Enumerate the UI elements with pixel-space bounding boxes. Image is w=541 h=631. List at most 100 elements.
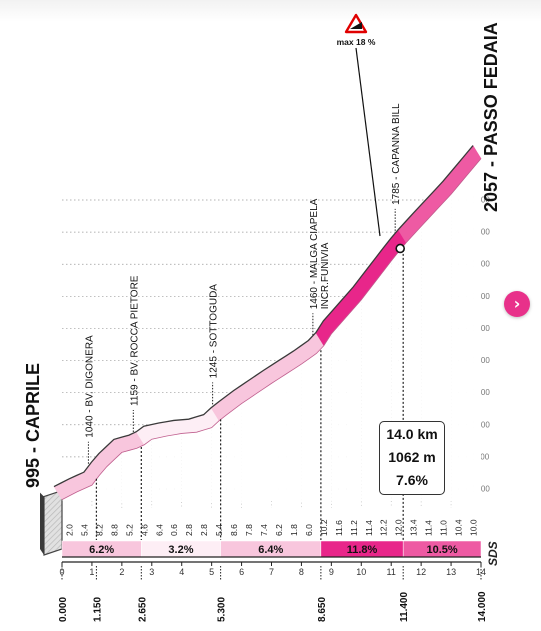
profile-face-slice: [204, 427, 212, 501]
km-tick-label: 13: [446, 567, 456, 577]
km-gradient-label: 1.8: [289, 524, 299, 536]
profile-face-slice: [361, 290, 369, 501]
gradient-bar: 6.2% 3.2% 6.4% 11.8% 10.5%: [61, 540, 482, 558]
km-mark-label: 1.150: [92, 597, 103, 622]
elevation-tick-label: 1000: [472, 485, 490, 494]
profile-face-slice: [106, 459, 115, 501]
km-gradient-label: 6.2: [274, 524, 284, 536]
profile-face-slice: [99, 466, 107, 501]
profile-face-slice: [316, 345, 324, 501]
profile-face-slice: [278, 373, 287, 501]
elevation-tick-label: 1600: [472, 292, 490, 301]
profile-face-slice: [91, 475, 100, 501]
stat-gain: 1062 m: [388, 449, 436, 465]
profile-bottom-outline: [61, 158, 482, 500]
profile-face-slice: [286, 368, 294, 501]
point-labels: 1040 - BV. DIGONERA 1159 - BV. ROCCA PIET…: [84, 103, 402, 438]
km-tick-label: 9: [329, 567, 334, 577]
max-gradient-leader: [355, 47, 381, 237]
profile-face-slice: [346, 308, 354, 501]
elevation-tick-label: 1700: [472, 260, 490, 269]
profile-face-slice: [249, 393, 257, 501]
km-tick-label: 12: [416, 567, 426, 577]
profile-face-slice: [114, 452, 122, 501]
profile-face-slice: [466, 167, 474, 501]
km-tick-label: 2: [119, 567, 124, 577]
gradient-segment-label: 11.8%: [347, 544, 378, 556]
waypoint-label: 1460 - MALGA CIAPELA: [309, 198, 320, 309]
km-gradient-label: 10.2: [319, 519, 329, 536]
km-tick-label: 10: [356, 567, 366, 577]
km-gradient-label: 6.4: [154, 524, 164, 536]
profile-face-slice: [76, 488, 85, 501]
km-mark-label: 14.000: [477, 591, 488, 622]
top-shade: [0, 0, 541, 22]
km-gradient-label: 2.8: [199, 524, 209, 536]
elevation-tick-label: 1800: [472, 228, 490, 237]
profile-face-slice: [264, 383, 272, 501]
profile-face-slice: [189, 432, 197, 501]
waypoint-label: 1159 - BV. ROCCA PIETORE: [129, 275, 140, 406]
km-gradient-label: 2.8: [184, 524, 194, 536]
km-gradient-label: 5.4: [214, 524, 224, 536]
km-gradient-label: 8.6: [229, 524, 239, 536]
elevation-tick-label: 1400: [472, 356, 490, 365]
km-tick-label: 7: [269, 567, 274, 577]
waypoint-label: 1245 - SOTTOGUDA: [209, 284, 220, 379]
slope-glyph-icon: [350, 22, 362, 29]
profile-face-slice: [353, 299, 362, 501]
start-label: 995 - CAPRILE: [23, 363, 43, 488]
profile-face-slice: [196, 429, 205, 501]
km-tick-label: 11: [387, 567, 396, 577]
km-mark-label: 0.000: [58, 597, 69, 622]
profile-face-slice: [234, 403, 242, 501]
max-gradient-dot: [395, 243, 406, 254]
profile-start-face: [43, 489, 63, 556]
profile-face-slice: [166, 434, 175, 501]
km-gradient-label: 8.8: [109, 524, 119, 536]
profile-face-slice: [144, 439, 152, 501]
profile-face-slice: [308, 353, 317, 501]
profile-face-slice: [159, 436, 167, 501]
profile-face-slice: [241, 398, 250, 501]
profile-face-slice: [151, 437, 160, 501]
km-gradient-label: 11.4: [424, 520, 434, 536]
profile-face-slice: [121, 450, 130, 501]
profile-face-slice: [256, 388, 265, 501]
km-mark-label: 8.650: [317, 597, 328, 622]
km-mark-label: 2.650: [137, 597, 148, 622]
km-gradient-label: 12.0: [394, 519, 404, 536]
km-gradient-label: 5.4: [79, 524, 89, 536]
gradient-segment-label: 6.2%: [89, 544, 114, 556]
profile-face-slice: [338, 316, 347, 501]
next-arrow-button[interactable]: ›: [504, 291, 530, 317]
km-gradient-label: 10.0: [469, 519, 479, 536]
profile-face-slice: [368, 280, 377, 501]
km-gradient-label: 10.4: [454, 519, 464, 536]
elevation-tick-label: 1900: [472, 196, 490, 205]
stat-average: 7.6%: [396, 472, 428, 488]
profile-face-slice: [331, 325, 339, 501]
profile-face-slice: [226, 409, 235, 501]
profile-face-slice: [181, 432, 190, 501]
km-gradient-label: 2.0: [64, 524, 74, 536]
profile-face-slice: [301, 358, 309, 501]
waypoint-label: 1040 - BV. DIGONERA: [84, 335, 95, 438]
km-gradient-label: 7.8: [244, 524, 254, 536]
profile-face-slice: [129, 448, 137, 501]
elevation-tick-label: 1200: [472, 420, 490, 429]
profile-face-slice: [69, 491, 77, 501]
km-tick-label: 1: [89, 567, 94, 577]
km-gradient-label: 11.6: [334, 520, 344, 536]
max-gradient-label: max 18 %: [337, 37, 376, 47]
stat-length: 14.0 km: [386, 426, 438, 442]
km-gradient-label: 11.0: [439, 520, 449, 536]
profile-face-slice: [473, 158, 481, 501]
km-gradient-label: 0.6: [169, 524, 179, 536]
profile-face-slice: [84, 485, 92, 501]
profile-face-slice: [293, 364, 302, 501]
km-mark-label: 11.400: [399, 592, 410, 622]
km-gradient-label: 4.6: [139, 524, 149, 536]
km-mark-label: 5.300: [217, 597, 228, 622]
km-tick-label: 8: [299, 567, 304, 577]
